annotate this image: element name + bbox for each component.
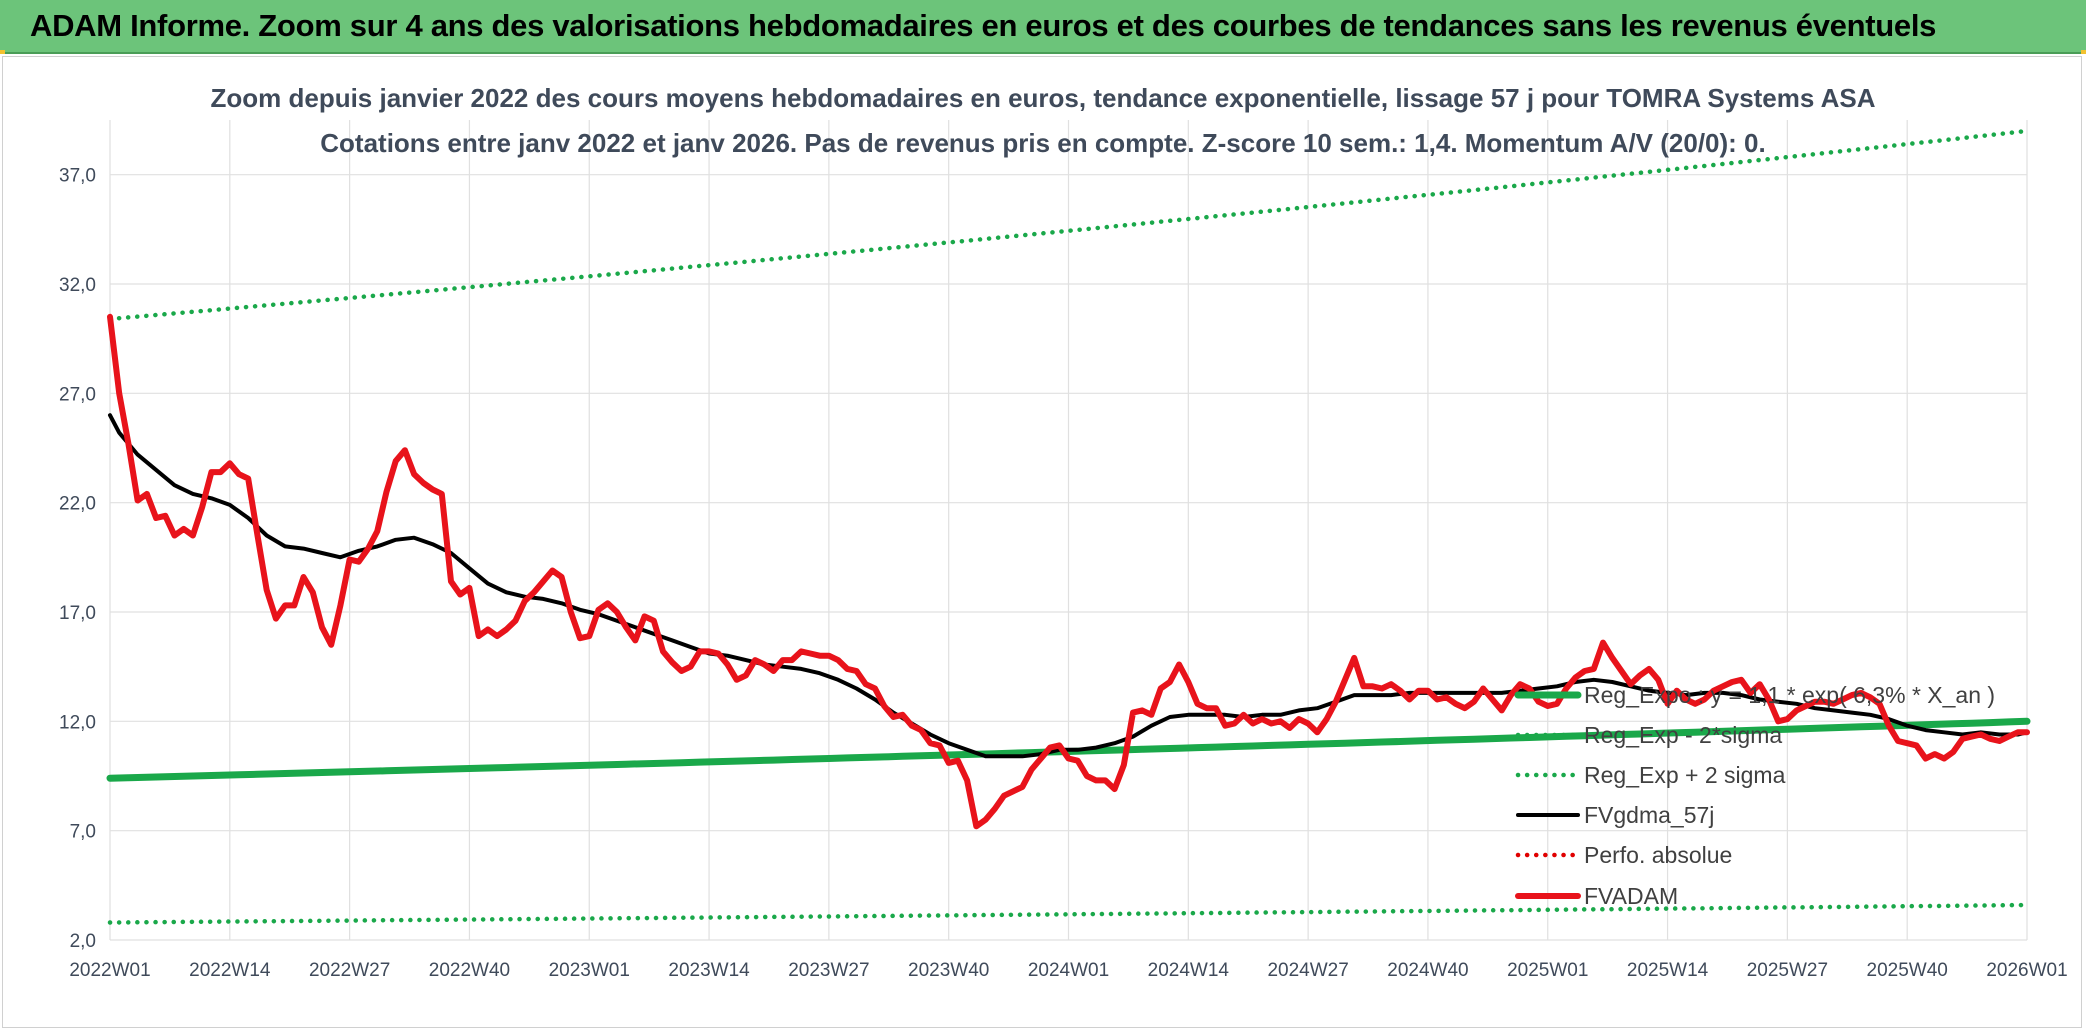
chart-frame bbox=[2, 56, 2082, 1028]
legend-label: Reg_Exp - 2*sigma bbox=[1584, 722, 1782, 748]
x-tick-label: 2024W27 bbox=[1267, 960, 1348, 981]
x-tick-label: 2022W40 bbox=[429, 960, 510, 981]
x-tick-label: 2024W14 bbox=[1148, 960, 1230, 981]
x-tick-label: 2023W40 bbox=[908, 960, 989, 981]
y-tick-label: 2,0 bbox=[70, 931, 96, 952]
y-tick-label: 22,0 bbox=[59, 494, 96, 515]
y-axis: 2,0 7,0 12,0 17,0 22,0 27,0 32,0 37,0 bbox=[59, 166, 96, 952]
y-tick-label: 17,0 bbox=[59, 603, 96, 624]
series-line-reg-exp-2-sigma bbox=[107, 902, 2030, 925]
legend: Reg_Expo : y = 1,1 * exp( 6,3% * X_an ) R… bbox=[1514, 682, 1995, 909]
y-tick-label: 12,0 bbox=[59, 712, 96, 733]
x-tick-label: 2024W01 bbox=[1028, 960, 1109, 981]
y-tick-label: 37,0 bbox=[59, 166, 96, 187]
report-title: ADAM Informe. Zoom sur 4 ans des valoris… bbox=[30, 8, 1937, 43]
series-line-reg-exp-2-sigma bbox=[107, 128, 2030, 322]
x-tick-label: 2025W01 bbox=[1507, 960, 1588, 981]
x-tick-label: 2022W14 bbox=[189, 960, 271, 981]
legend-label: Perfo. absolue bbox=[1584, 842, 1732, 868]
y-tick-label: 32,0 bbox=[59, 275, 96, 296]
legend-label: FVgdma_57j bbox=[1584, 802, 1714, 828]
y-tick-label: 7,0 bbox=[70, 822, 96, 843]
x-axis: 2022W01 2022W14 2022W27 2022W40 2023W01 2023W… bbox=[69, 960, 2067, 981]
legend-label: Reg_Expo : y = 1,1 * exp( 6,3% * X_an ) bbox=[1584, 682, 1995, 708]
report-header: ADAM Informe. Zoom sur 4 ans des valoris… bbox=[0, 0, 2086, 54]
x-tick-label: 2022W01 bbox=[69, 960, 150, 981]
series-line-fvadam bbox=[107, 313, 2030, 830]
x-tick-label: 2025W40 bbox=[1867, 960, 1948, 981]
corner-mark-right bbox=[2081, 50, 2086, 54]
legend-label: FVADAM bbox=[1584, 883, 1678, 909]
x-tick-label: 2023W01 bbox=[549, 960, 630, 981]
grid bbox=[109, 120, 2028, 941]
x-tick-label: 2026W01 bbox=[1986, 960, 2067, 981]
chart-subtitle: Cotations entre janv 2022 et janv 2026. … bbox=[320, 128, 1765, 158]
x-tick-label: 2022W27 bbox=[309, 960, 390, 981]
corner-mark-left bbox=[0, 50, 5, 54]
x-tick-label: 2023W14 bbox=[668, 960, 750, 981]
x-tick-label: 2025W14 bbox=[1627, 960, 1709, 981]
series-group bbox=[106, 128, 2031, 925]
legend-label: Reg_Exp + 2 sigma bbox=[1584, 762, 1786, 788]
x-tick-label: 2024W40 bbox=[1387, 960, 1468, 981]
chart-title: Zoom depuis janvier 2022 des cours moyen… bbox=[210, 83, 1875, 113]
y-tick-label: 27,0 bbox=[59, 384, 96, 405]
x-tick-label: 2025W27 bbox=[1747, 960, 1828, 981]
x-tick-label: 2023W27 bbox=[788, 960, 869, 981]
